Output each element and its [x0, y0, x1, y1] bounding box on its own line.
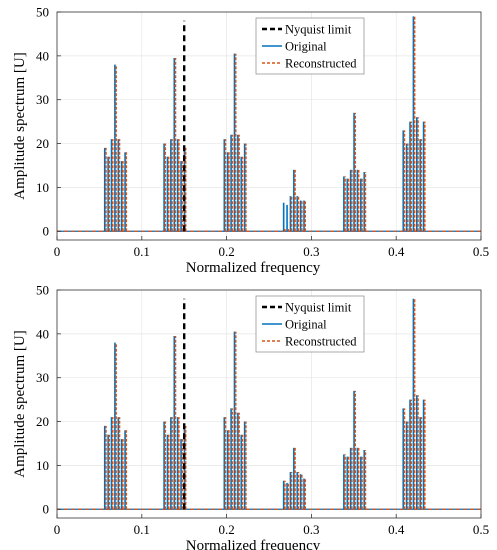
y-tick-label: 40: [36, 326, 49, 341]
legend-label: Reconstructed: [285, 335, 357, 349]
axes-frame: [56, 289, 482, 519]
y-tick-label: 0: [43, 224, 50, 239]
y-tick-label: 0: [43, 502, 50, 517]
y-tick-label: 10: [36, 458, 49, 473]
x-tick-label: 0.3: [303, 244, 319, 259]
y-tick-label: 50: [36, 5, 49, 20]
x-tick-label: 0.5: [473, 244, 489, 259]
x-tick-label: 0.5: [473, 522, 489, 537]
y-axis-label: Amplitude spectrum [U]: [12, 52, 28, 199]
y-tick-label: 10: [36, 180, 49, 195]
y-tick-label: 30: [36, 92, 49, 107]
legend-label: Nyquist limit: [285, 301, 352, 315]
axes-frame: [56, 11, 482, 241]
legend: Nyquist limit Original Reconstructed: [255, 295, 365, 353]
x-axis-label: Normalized frequency: [186, 260, 321, 276]
chart-panel-1: 0 0.1 0.2 0.3 0.4 0.5 0 10 20 30 40 50 Normalized fr…: [12, 5, 489, 277]
x-tick-label: 0.4: [388, 522, 405, 537]
x-tick-label: 0.4: [388, 244, 405, 259]
legend-label: Nyquist limit: [285, 23, 352, 37]
x-tick-label: 0.3: [303, 522, 319, 537]
x-tick-label: 0.1: [134, 244, 150, 259]
x-tick-label: 0.2: [218, 522, 234, 537]
y-axis-label: Amplitude spectrum [U]: [12, 330, 28, 477]
x-tick-label: 0: [54, 522, 61, 537]
x-tick-label: 0.2: [218, 244, 234, 259]
legend: Nyquist limit Original Reconstructed: [255, 17, 365, 75]
y-tick-label: 40: [36, 48, 49, 63]
y-tick-label: 20: [36, 136, 49, 151]
legend-label: Original: [285, 40, 327, 54]
chart-panel-2: 0 0.1 0.2 0.3 0.4 0.5 0 10 20 30 40 50 Normalized fr…: [12, 283, 489, 550]
y-tick-label: 30: [36, 370, 49, 385]
y-tick-label: 20: [36, 414, 49, 429]
legend-label: Original: [285, 318, 327, 332]
legend-label: Reconstructed: [285, 57, 357, 71]
x-axis-label: Normalized frequency: [186, 538, 321, 550]
y-tick-label: 50: [36, 283, 49, 298]
x-tick-label: 0: [54, 244, 61, 259]
x-tick-label: 0.1: [134, 522, 150, 537]
